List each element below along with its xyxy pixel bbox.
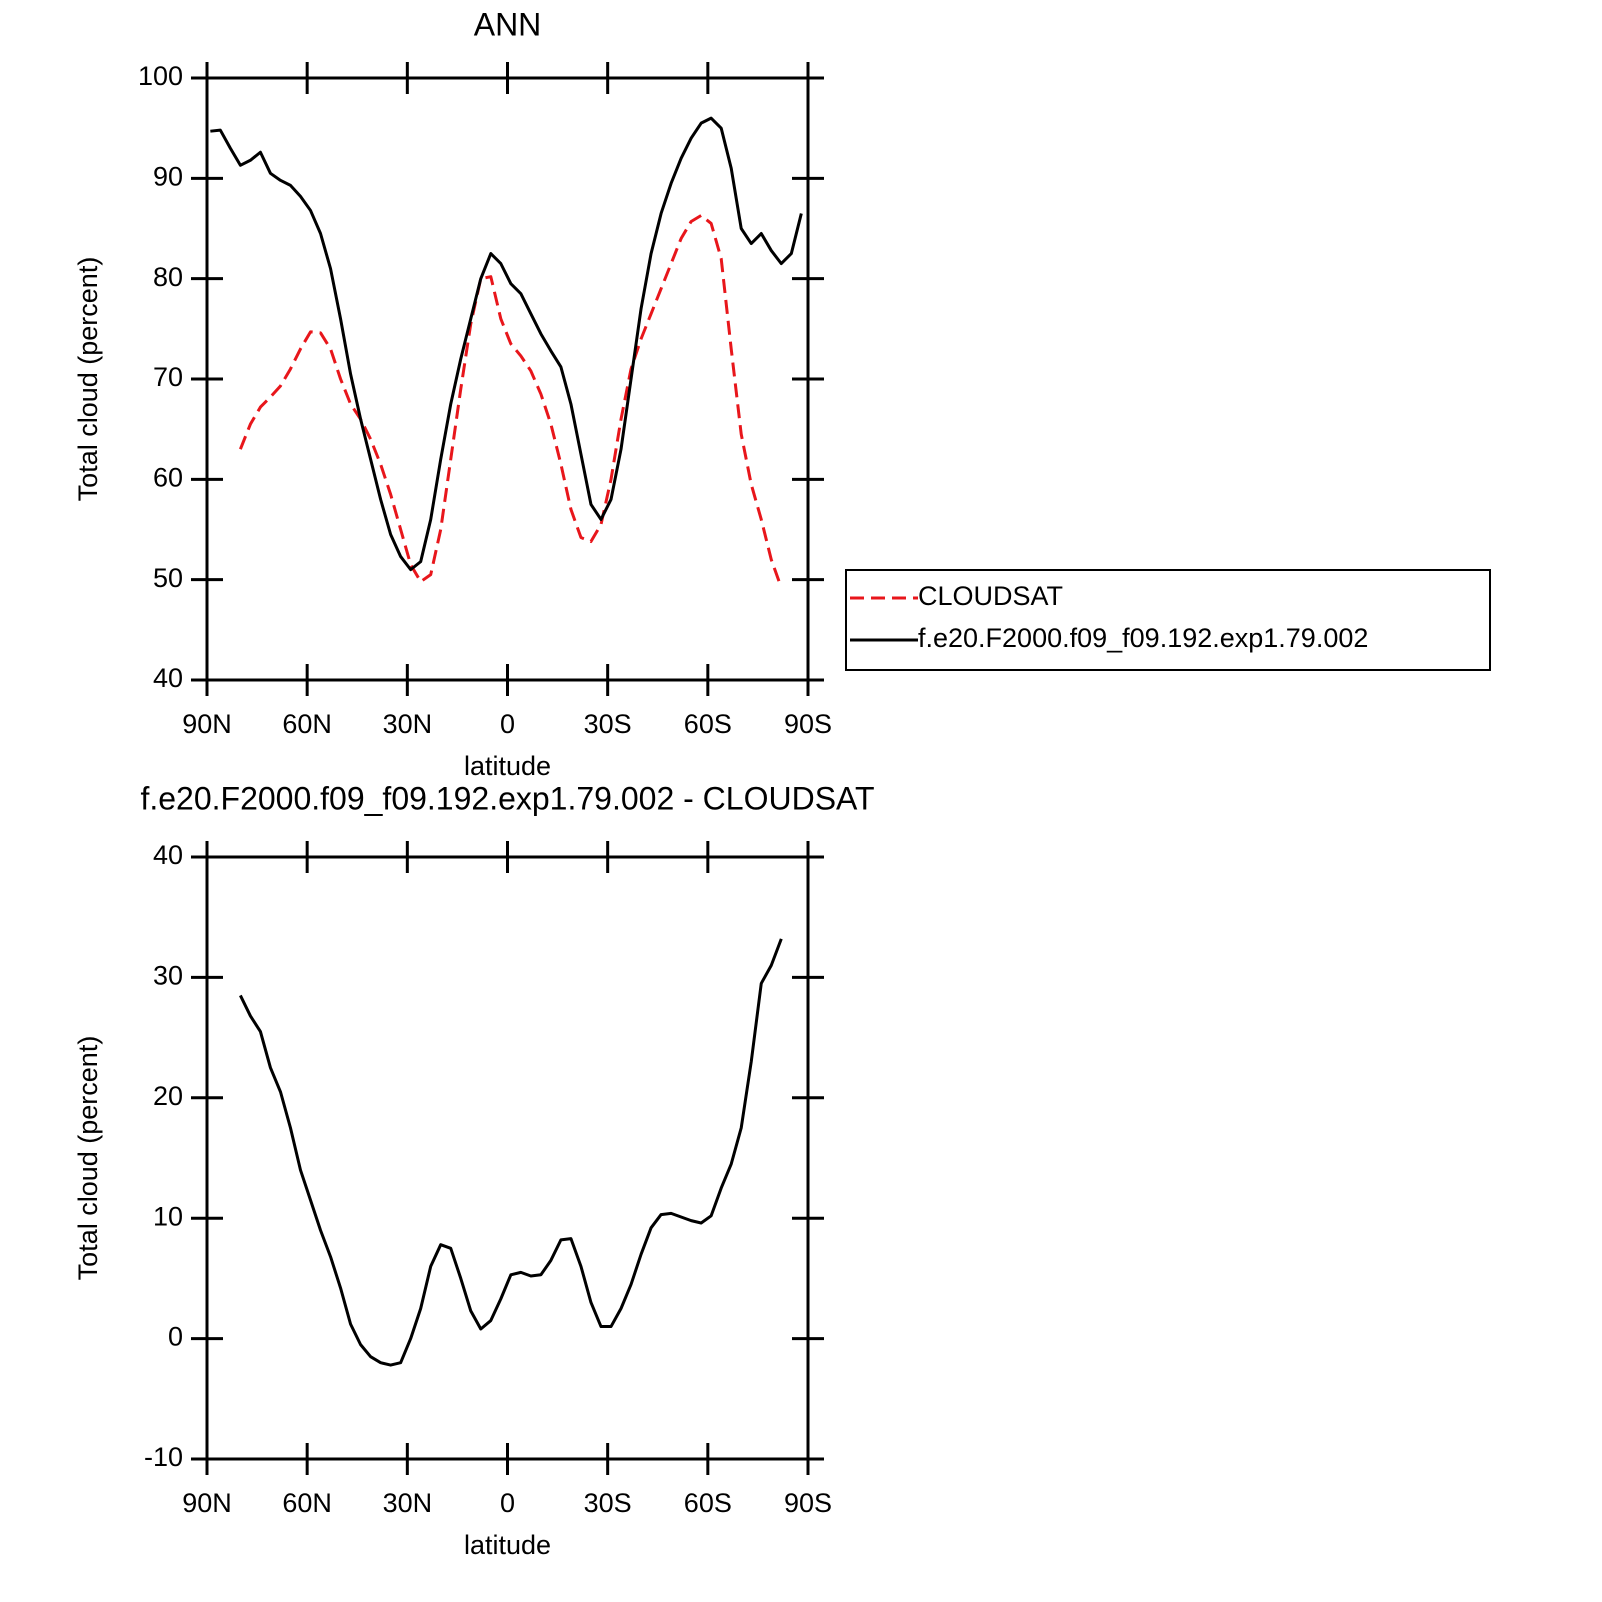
x-tick-label: 60N (282, 1488, 332, 1518)
data-line (210, 116, 803, 572)
y-tick-label: 40 (153, 663, 183, 693)
x-tick-label: 30S (584, 709, 632, 739)
y-tick-label: -10 (144, 1442, 183, 1472)
chart-title: f.e20.F2000.f09_f09.192.exp1.79.002 - CL… (140, 780, 874, 816)
y-tick-label: 60 (153, 462, 183, 492)
x-tick-label: 60S (684, 709, 732, 739)
legend-box (845, 569, 1491, 671)
x-axis-label: latitude (464, 1530, 551, 1560)
y-tick-label: 20 (153, 1081, 183, 1111)
y-tick-label: 10 (153, 1201, 183, 1231)
y-axis-label: Total cloud (percent) (73, 257, 103, 502)
legend-label: CLOUDSAT (918, 581, 1063, 611)
x-tick-label: 30N (383, 1488, 433, 1518)
x-tick-label: 60N (282, 709, 332, 739)
y-tick-label: 100 (138, 61, 183, 91)
x-tick-label: 90S (784, 1488, 832, 1518)
x-tick-label: 30N (383, 709, 433, 739)
legend-label: f.e20.F2000.f09_f09.192.exp1.79.002 (918, 623, 1368, 653)
x-tick-label: 90N (182, 709, 232, 739)
x-tick-label: 90S (784, 709, 832, 739)
x-axis-label: latitude (464, 751, 551, 781)
y-tick-label: 90 (153, 161, 183, 191)
x-tick-label: 60S (684, 1488, 732, 1518)
chart-title: ANN (474, 6, 542, 42)
y-tick-label: 0 (168, 1322, 183, 1352)
x-tick-label: 0 (500, 709, 515, 739)
x-tick-label: 90N (182, 1488, 232, 1518)
x-tick-label: 30S (584, 1488, 632, 1518)
y-tick-label: 80 (153, 262, 183, 292)
data-line (238, 213, 783, 589)
plot-frame (205, 76, 810, 682)
y-axis-label: Total cloud (percent) (73, 1036, 103, 1281)
y-tick-label: 30 (153, 961, 183, 991)
data-line (239, 938, 783, 1367)
x-tick-label: 0 (500, 1488, 515, 1518)
y-tick-label: 50 (153, 563, 183, 593)
y-tick-label: 40 (153, 840, 183, 870)
y-tick-label: 70 (153, 362, 183, 392)
